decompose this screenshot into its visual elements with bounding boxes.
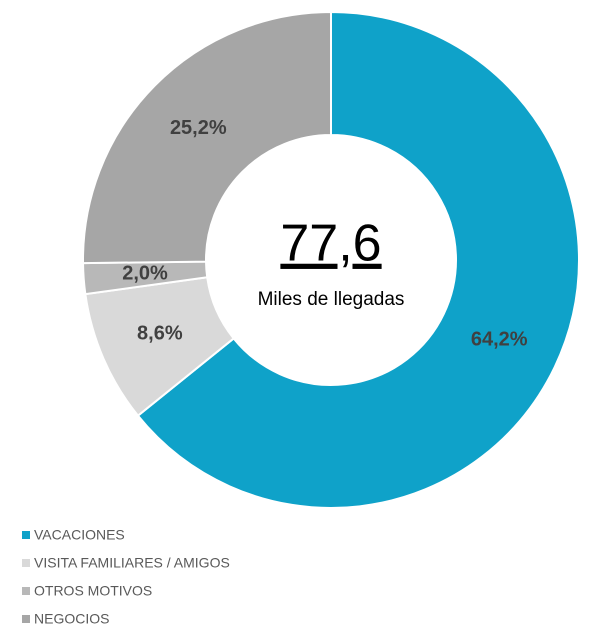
legend-swatch [22, 531, 30, 539]
center-label: Miles de llegadas [258, 289, 405, 310]
center-value: 77,6 [280, 215, 381, 273]
legend-label: VACACIONES [34, 527, 125, 543]
legend-swatch [22, 587, 30, 595]
legend-swatch [22, 559, 30, 567]
data-label: 8,6% [137, 322, 183, 344]
data-label: 25,2% [170, 117, 227, 139]
legend-label: VISITA FAMILIARES / AMIGOS [34, 555, 230, 571]
legend-label: OTROS MOTIVOS [34, 583, 152, 599]
data-label: 64,2% [471, 329, 528, 351]
legend-swatch [22, 615, 30, 623]
donut-slice [136, 10, 580, 509]
donut-slice [82, 10, 332, 265]
data-label: 2,0% [122, 262, 168, 284]
legend-label: NEGOCIOS [34, 611, 109, 627]
